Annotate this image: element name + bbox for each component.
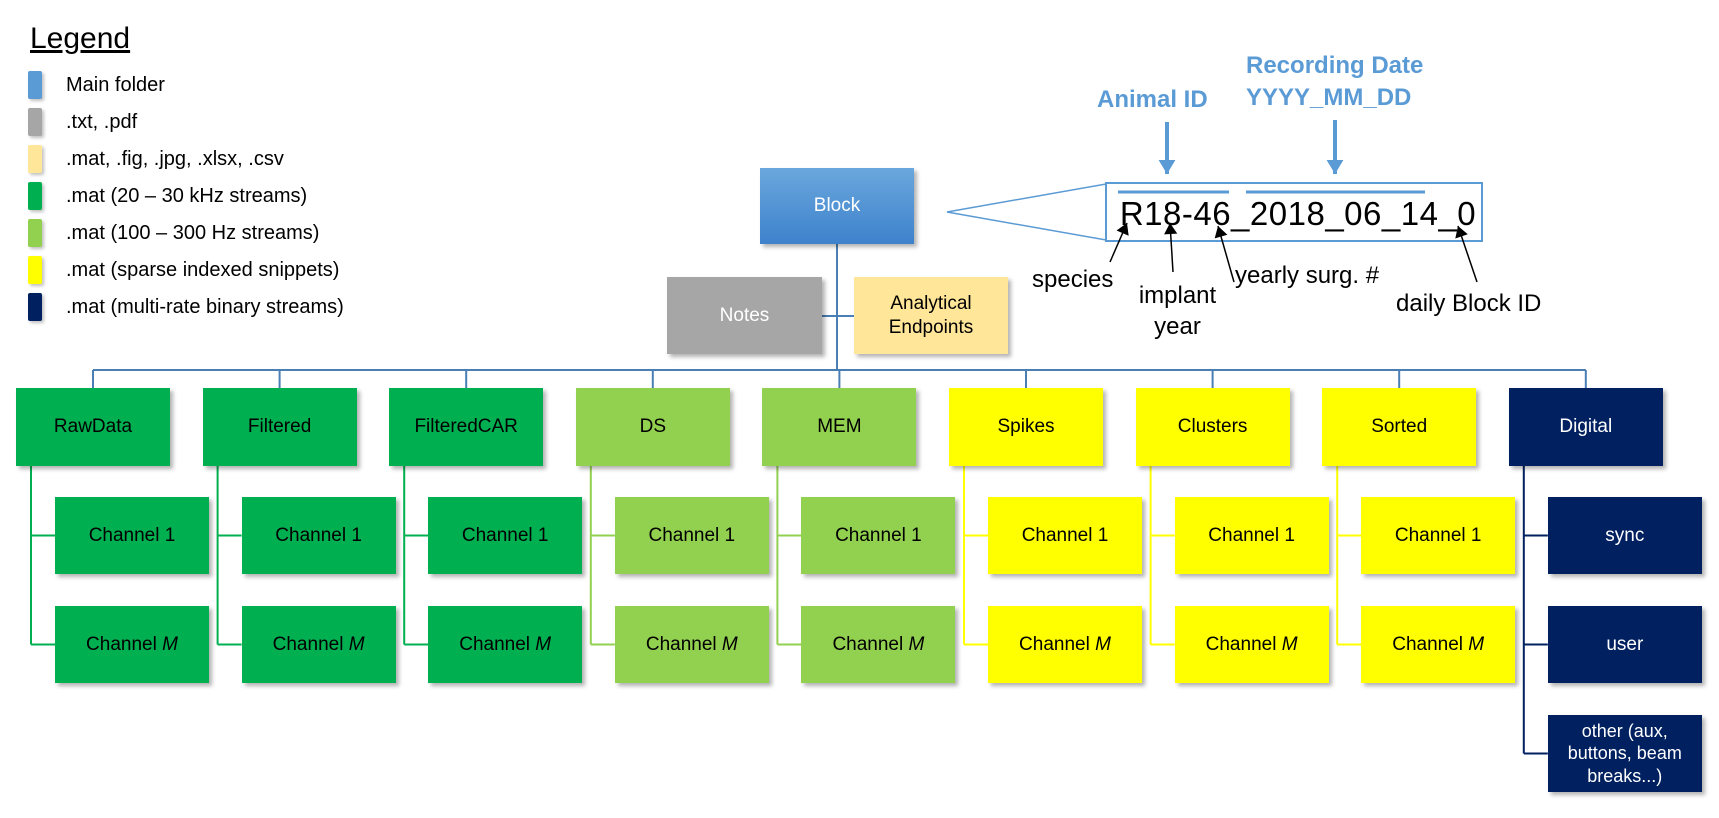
- child-label: sync: [1605, 524, 1645, 546]
- legend-swatch: [28, 219, 42, 247]
- callout-wedge: [946, 183, 1107, 241]
- folder-spikes: Spikes: [949, 388, 1103, 466]
- name-example-frame: [1105, 182, 1483, 242]
- legend-swatch: [28, 293, 42, 321]
- child-box: Channel 1: [428, 497, 583, 574]
- block-root-box: Block: [760, 168, 914, 244]
- folder-sorted: Sorted: [1322, 388, 1477, 466]
- legend-item: .mat (multi-rate binary streams): [28, 292, 344, 322]
- recording-date-title: Recording Date: [1246, 52, 1424, 79]
- annotation-arrow: [1109, 222, 1129, 263]
- child-label: Channel 1: [461, 524, 549, 546]
- child-label-rendered: Channel M: [832, 633, 925, 655]
- child-label: Channel 1: [275, 524, 362, 546]
- annotation-arrow: [1326, 120, 1344, 174]
- yearly-surg-label: yearly surg. #: [1235, 262, 1380, 289]
- child-label-rendered: Channel M: [272, 633, 365, 655]
- child-label-rendered: Channel M: [1205, 633, 1298, 655]
- legend-item: Main folder: [28, 70, 165, 100]
- daily-block-id-label: daily Block ID: [1396, 290, 1542, 317]
- child-box: Channel 1: [55, 497, 209, 574]
- child-box: user: [1547, 606, 1702, 683]
- legend-swatch: [28, 71, 42, 99]
- child-label: Channel 1: [1394, 524, 1482, 546]
- legend-swatch: [28, 108, 42, 136]
- child-box: Channel 1: [614, 497, 769, 574]
- folder-ds: DS: [575, 388, 730, 466]
- legend-item: .mat (20 – 30 kHz streams): [28, 181, 307, 211]
- legend-label: .mat (20 – 30 kHz streams): [66, 184, 308, 207]
- legend-item: .mat, .fig, .jpg, .xlsx, .csv: [28, 144, 284, 174]
- annotation-arrow: [1455, 225, 1478, 283]
- legend-label: Main folder: [66, 73, 165, 96]
- species-label: species: [1032, 266, 1114, 293]
- legend-item: .mat (sparse indexed snippets): [28, 255, 339, 285]
- legend-item: .mat (100 – 300 Hz streams): [28, 218, 319, 248]
- child-label: Channel 1: [835, 524, 922, 546]
- legend-label: .mat (multi-rate binary streams): [66, 295, 344, 318]
- child-box: sync: [1547, 497, 1702, 574]
- folder-mem: MEM: [762, 388, 917, 466]
- animal-id-label: Animal ID: [1097, 86, 1208, 113]
- child-label: user: [1606, 633, 1644, 655]
- legend-item: .txt, .pdf: [28, 107, 137, 137]
- legend-label: .txt, .pdf: [66, 110, 138, 133]
- analytical-endpoints-box: Analytical Endpoints: [854, 277, 1008, 354]
- child-label-rendered: Channel M: [459, 633, 552, 655]
- folder-digital: Digital: [1508, 388, 1663, 466]
- legend-swatch: [28, 256, 42, 284]
- child-label-rendered: Channel M: [645, 633, 738, 655]
- legend-swatch: [28, 145, 42, 173]
- child-label-rendered: Channel M: [1392, 633, 1485, 655]
- folder-clusters: Clusters: [1135, 388, 1290, 466]
- block-name-example: R18-46_2018_06_14_0: [1119, 195, 1477, 232]
- folder-filtered: Filtered: [202, 388, 357, 466]
- child-box: Channel 1: [801, 497, 956, 574]
- annotation-arrow: [1164, 222, 1178, 273]
- child-label: Channel 1: [648, 524, 736, 546]
- child-box: other (aux, buttons, beam breaks...): [1547, 715, 1702, 792]
- folder-rawdata: RawData: [16, 388, 170, 466]
- child-label-rendered: Channel M: [1019, 633, 1111, 655]
- legend-swatch: [28, 182, 42, 210]
- annotation-arrow: [1158, 122, 1176, 174]
- legend-label: .mat (sparse indexed snippets): [66, 258, 340, 281]
- legend-title: Legend: [30, 22, 131, 55]
- child-label: Channel 1: [1208, 524, 1295, 546]
- child-label: Channel 1: [88, 524, 176, 546]
- date-format-label: YYYY_MM_DD: [1246, 84, 1412, 112]
- child-box: Channel 1: [241, 497, 396, 574]
- notes-box: Notes: [667, 277, 822, 354]
- folder-filteredcar: FilteredCAR: [389, 388, 544, 466]
- child-label: Channel 1: [1021, 524, 1109, 546]
- annotation-arrow: [1214, 225, 1235, 283]
- child-box: Channel 1: [988, 497, 1142, 574]
- child-label-rendered: Channel M: [86, 633, 178, 655]
- child-box: Channel 1: [1174, 497, 1329, 574]
- legend-label: .mat, .fig, .jpg, .xlsx, .csv: [66, 147, 284, 170]
- child-box: Channel 1: [1361, 497, 1516, 574]
- recording-date-label: Recording Date YYYY_MM_DD: [1246, 50, 1423, 115]
- legend-label: .mat (100 – 300 Hz streams): [66, 221, 320, 244]
- child-label: other (aux, buttons, beam breaks...): [1567, 720, 1682, 786]
- implant-year-label: implant year: [1138, 282, 1217, 341]
